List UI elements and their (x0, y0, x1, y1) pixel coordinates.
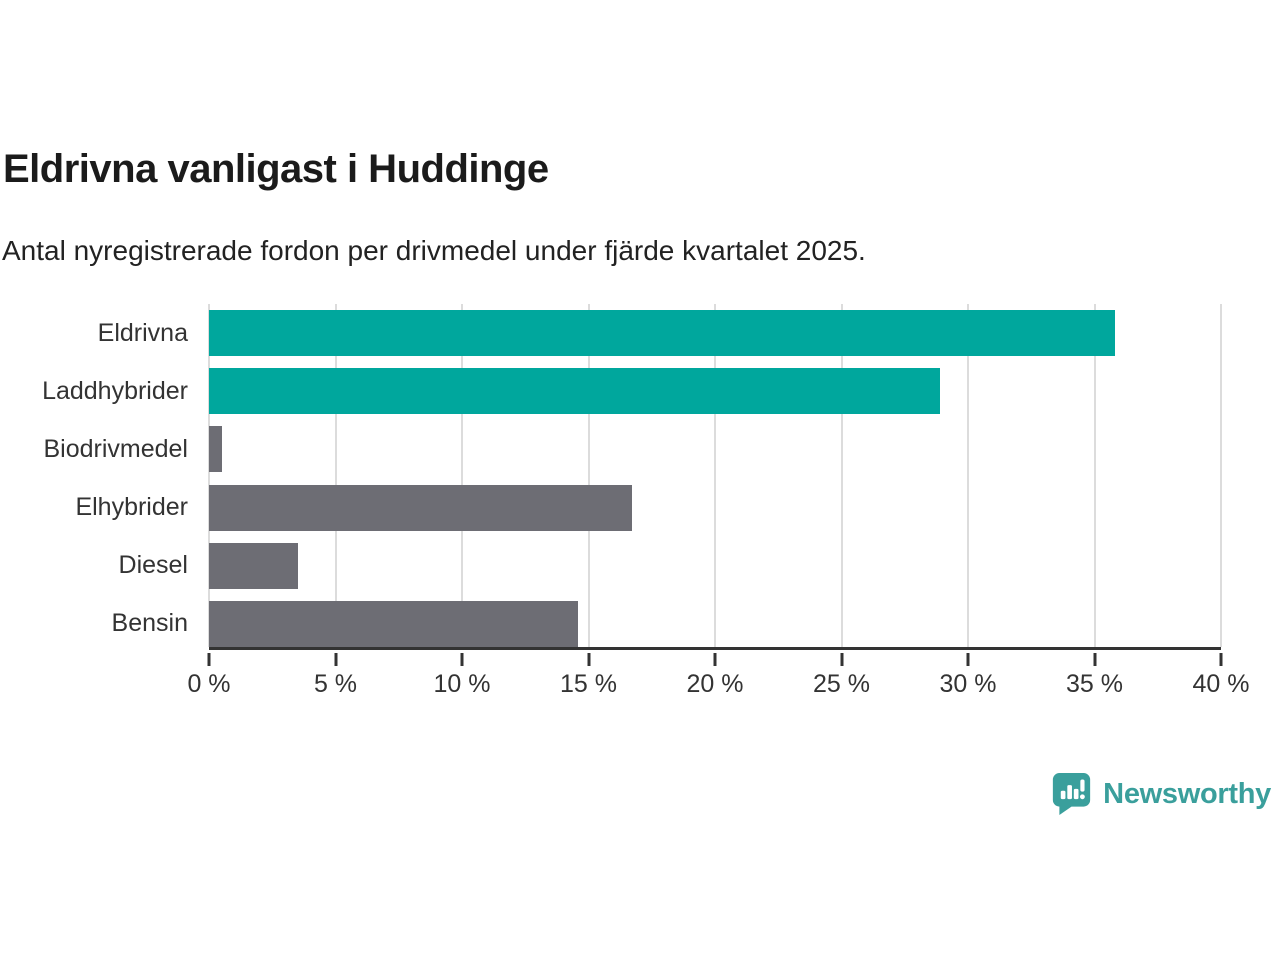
category-label: Biodrivmedel (43, 434, 188, 463)
x-tick-label: 30 % (939, 670, 997, 698)
x-axis: 0 % 5 % 10 % 15 % 20 % 25 % 30 % 35 % 40 % (187, 653, 1249, 713)
bar-row (209, 595, 1221, 653)
brand-name: Newsworthy (1103, 777, 1271, 810)
category-label: Bensin (111, 609, 188, 638)
bar-elhybrider (209, 484, 632, 531)
gridline (587, 304, 590, 647)
gridline (714, 304, 716, 647)
newsworthy-logo-icon (1053, 773, 1091, 815)
x-tick-mark (966, 653, 970, 666)
gridline (334, 304, 337, 647)
gridline (208, 304, 210, 647)
gridline (461, 304, 463, 647)
category-label: Elhybrider (75, 493, 188, 522)
x-tick-label: 25 % (813, 670, 870, 698)
bar-row (209, 304, 1221, 362)
x-tick-mark (207, 653, 211, 666)
bar-biodrivmedel (209, 426, 222, 473)
x-tick-mark (713, 653, 717, 666)
x-tick-mark (334, 653, 337, 666)
x-tick-mark (1219, 653, 1223, 666)
chart-title: Eldrivna vanligast i Huddinge (3, 147, 549, 191)
brand-footer: Newsworthy (1051, 771, 1271, 817)
bar-row (209, 420, 1221, 478)
x-tick-label: 5 % (313, 670, 358, 698)
chart-subtitle: Antal nyregistrerade fordon per drivmede… (2, 235, 866, 266)
bar-row (209, 362, 1221, 420)
x-tick-label: 20 % (686, 670, 744, 698)
category-label: Diesel (118, 551, 188, 580)
x-tick-mark (587, 653, 590, 666)
x-tick-label: 0 % (187, 670, 231, 698)
gridline (967, 304, 969, 647)
x-tick-mark (460, 653, 464, 666)
x-tick-label: 40 % (1192, 670, 1250, 698)
bar-row (209, 537, 1221, 595)
x-tick-label: 10 % (433, 670, 491, 698)
category-label: Laddhybrider (42, 376, 188, 405)
gridline (840, 304, 843, 647)
x-tick-mark (840, 653, 843, 666)
bar-row (209, 479, 1221, 537)
category-labels: Eldrivna Laddhybrider Biodrivmedel Elhybrid… (0, 304, 188, 653)
bar-diesel (209, 542, 298, 589)
gridline (1093, 304, 1096, 647)
x-tick-label: 15 % (560, 670, 617, 698)
bar-eldrivna (209, 310, 1115, 356)
plot-area (208, 304, 1222, 653)
category-label: Eldrivna (97, 318, 188, 347)
bar-bensin (209, 600, 579, 647)
x-tick-mark (1093, 653, 1096, 666)
gridline (1220, 304, 1222, 647)
bar-laddhybrider (209, 368, 941, 415)
x-tick-label: 35 % (1066, 670, 1123, 698)
